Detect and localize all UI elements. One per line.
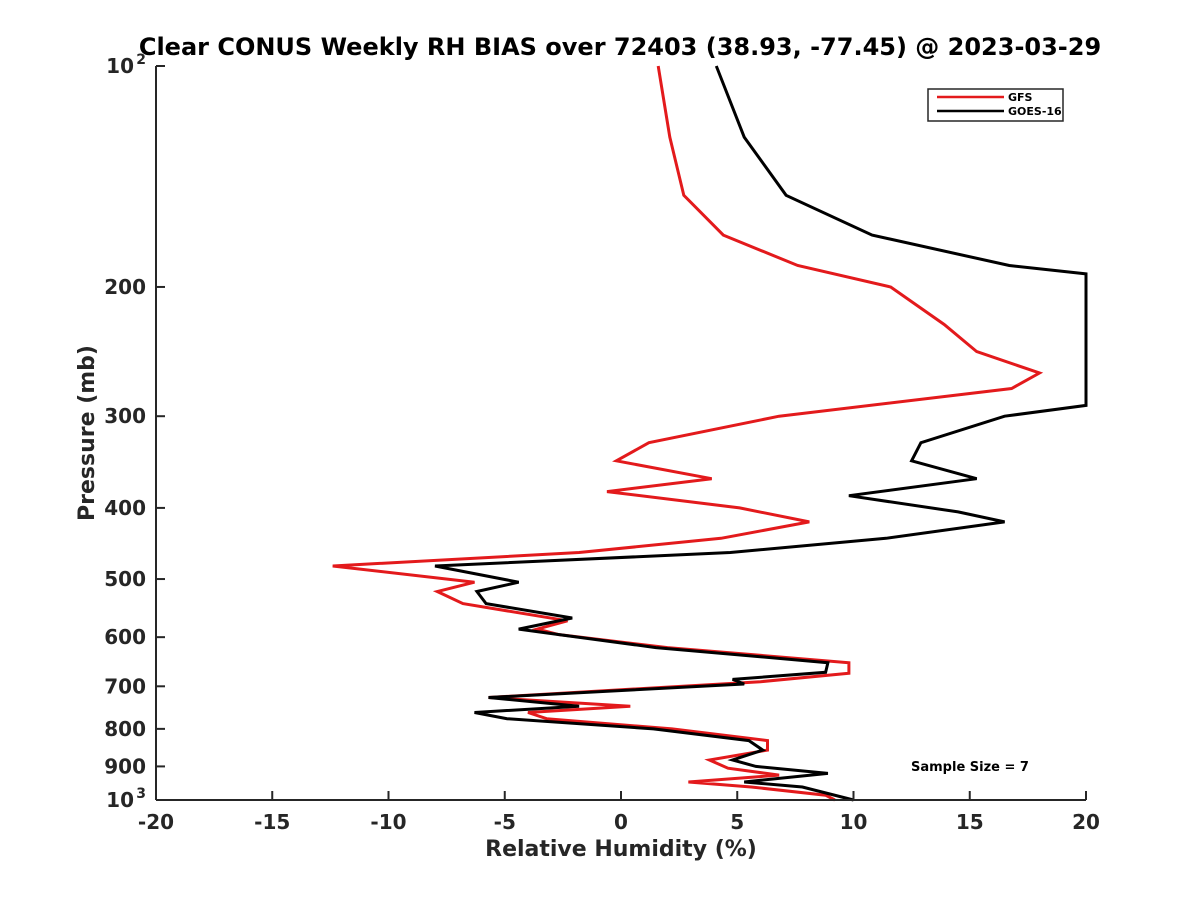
y-tick-exponent: 2 bbox=[136, 52, 146, 68]
x-tick-label: 15 bbox=[956, 810, 984, 834]
x-tick-label: 5 bbox=[730, 810, 744, 834]
series-line-gfs bbox=[332, 65, 1044, 802]
x-tick-label: -5 bbox=[494, 810, 516, 834]
y-tick-label: 10 bbox=[106, 788, 134, 812]
x-axis-label: Relative Humidity (%) bbox=[485, 837, 757, 862]
y-tick-label: 200 bbox=[104, 275, 146, 299]
y-tick-label: 500 bbox=[104, 567, 146, 591]
series-line-goes16 bbox=[434, 65, 1088, 802]
y-tick-label: 300 bbox=[104, 404, 146, 428]
y-tick-label: 800 bbox=[104, 717, 146, 741]
y-tick-label: 10 bbox=[106, 54, 134, 78]
x-tick-label: 10 bbox=[840, 810, 868, 834]
sample-size-annotation: Sample Size = 7 bbox=[911, 760, 1029, 775]
y-tick-label: 600 bbox=[104, 625, 146, 649]
y-tick-label: 900 bbox=[104, 754, 146, 778]
y-tick-label: 400 bbox=[104, 496, 146, 520]
x-tick-label: -10 bbox=[370, 810, 406, 834]
legend-box bbox=[927, 88, 1064, 122]
x-tick-label: 0 bbox=[614, 810, 628, 834]
y-axis-label: Pressure (mb) bbox=[75, 345, 100, 521]
x-tick-label: -20 bbox=[138, 810, 174, 834]
legend-label-gfs: GFS bbox=[1008, 91, 1033, 104]
y-tick-exponent: 3 bbox=[136, 786, 146, 802]
legend-label-goes16: GOES-16 bbox=[1008, 105, 1062, 118]
plot-series bbox=[332, 65, 1088, 802]
x-tick-label: -15 bbox=[254, 810, 290, 834]
x-ticks: -20 -15 -10 -5 0 5 10 15 20 bbox=[138, 791, 1100, 834]
x-tick-label: 20 bbox=[1072, 810, 1100, 834]
chart-title: Clear CONUS Weekly RH BIAS over 72403 (3… bbox=[139, 33, 1101, 61]
y-tick-label: 700 bbox=[104, 674, 146, 698]
legend: GFS GOES-16 bbox=[927, 88, 1064, 122]
